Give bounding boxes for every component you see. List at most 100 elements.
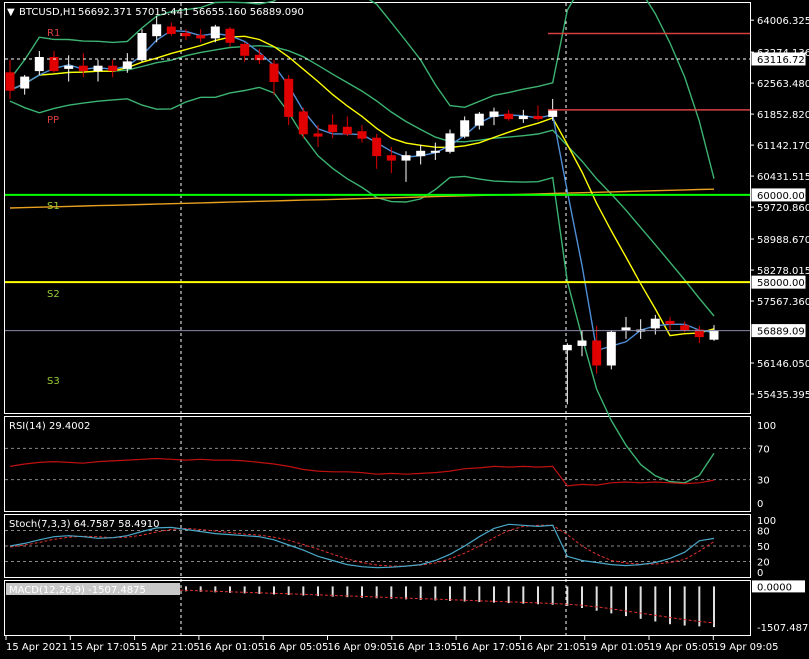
- stoch-tick-label: 50: [757, 542, 770, 553]
- price-tick-label: 55435.395: [757, 390, 809, 401]
- candle-body: [152, 24, 162, 37]
- candle-body: [269, 63, 279, 82]
- candle-body: [533, 115, 543, 120]
- price-tick-label: 58988.670: [757, 235, 809, 246]
- bollinger-upper-line: [9, 0, 715, 179]
- rsi-tick-label: 30: [757, 476, 770, 487]
- time-tick-label: 15 Apr 2021: [6, 642, 68, 653]
- candle-body: [328, 124, 338, 133]
- candle-body: [665, 320, 675, 325]
- chart-ohlc: 56692.371 57015.441 56655.160 56889.090: [78, 7, 304, 18]
- price-tag-label: 58000.000: [757, 278, 809, 289]
- candle-body: [592, 340, 602, 366]
- stoch-signal-line: [9, 524, 715, 567]
- candle-body: [166, 26, 176, 34]
- pivot-s1-label: S1: [47, 201, 60, 212]
- stoch-tick-label: 100: [757, 516, 776, 527]
- macd-tick-label: 0.0000: [757, 582, 792, 593]
- candle-body: [342, 126, 352, 135]
- candle-body: [694, 329, 704, 338]
- time-tick-label: 19 Apr 01:05: [585, 642, 650, 653]
- macd-tick-label: -1507.4875: [757, 623, 809, 634]
- candle-body: [34, 57, 44, 72]
- time-tick-label: 19 Apr 09:05: [713, 642, 778, 653]
- price-tag-box: [751, 275, 806, 289]
- stoch-tick-label: 0: [757, 568, 763, 579]
- rsi-pane-frame: [4, 416, 751, 512]
- price-tick-label: 60431.515: [757, 172, 809, 183]
- candle-body: [64, 65, 74, 69]
- macd-zero-tag: [752, 580, 805, 593]
- candle-body: [562, 344, 572, 351]
- price-tick-label: 58278.015: [757, 266, 809, 277]
- stoch-tick-label: 80: [757, 527, 770, 538]
- ma200-line: [9, 188, 715, 209]
- candle-body: [386, 155, 396, 161]
- candle-body: [548, 109, 558, 117]
- time-tick-label: 19 Apr 05:05: [649, 642, 714, 653]
- candle-body: [49, 57, 59, 72]
- slow-ma-line: [9, 35, 715, 337]
- time-tick-label: 16 Apr 05:05: [263, 642, 328, 653]
- candle-body: [460, 120, 470, 137]
- time-tick-label: 16 Apr 17:05: [456, 642, 521, 653]
- candle-body: [621, 327, 631, 331]
- candle-body: [5, 72, 15, 91]
- price-tick-label: 62563.480: [757, 79, 809, 90]
- candle-body: [401, 155, 411, 161]
- candle-body: [577, 340, 587, 346]
- rsi-tick-label: 70: [757, 444, 770, 455]
- candle-body: [709, 330, 719, 340]
- price-tick-label: 56146.050: [757, 359, 809, 370]
- time-tick-label: 16 Apr 13:05: [392, 642, 457, 653]
- candle-body: [680, 325, 690, 331]
- time-tick-label: 16 Apr 21:05: [520, 642, 585, 653]
- chart-header-arrow[interactable]: ▼: [7, 7, 15, 18]
- candle-body: [284, 78, 294, 117]
- candle-body: [445, 133, 455, 152]
- price-pane-frame: [4, 2, 751, 414]
- price-tag-box: [751, 52, 806, 66]
- pivot-s2-label: S2: [47, 289, 60, 300]
- price-tick-label: 61852.820: [757, 110, 809, 121]
- time-tick-label: 16 Apr 09:05: [328, 642, 393, 653]
- stoch-pane-frame: [4, 514, 751, 578]
- time-tick-label: 16 Apr 01:05: [199, 642, 264, 653]
- rsi-line: [9, 457, 715, 487]
- candle-body: [474, 113, 484, 126]
- candle-body: [181, 33, 191, 37]
- candle-body: [518, 115, 528, 120]
- candle-body: [122, 61, 132, 69]
- candle-body: [504, 113, 514, 120]
- candle-body: [650, 318, 660, 329]
- time-tick-label: 15 Apr 21:05: [135, 642, 200, 653]
- candle-body: [416, 150, 426, 157]
- macd-title: MACD(12,26,9) -1507.4875: [9, 585, 146, 596]
- price-tag-box: [751, 188, 806, 202]
- price-tag-label: 60000.000: [757, 191, 809, 202]
- pivot-pp-label: PP: [47, 115, 59, 126]
- macd-title-bg: [6, 583, 180, 595]
- candle-body: [196, 35, 206, 39]
- candle-body: [254, 54, 264, 61]
- pivot-r1-label: R1: [47, 28, 60, 39]
- candle-body: [225, 28, 235, 43]
- candle-body: [298, 111, 308, 135]
- stoch-tick-label: 20: [757, 558, 770, 569]
- candle-body: [108, 65, 118, 72]
- price-tag-box: [751, 324, 806, 338]
- price-tag-label: 63116.723: [757, 55, 809, 66]
- candle-body: [78, 65, 88, 72]
- time-tick-label: 15 Apr 17:05: [70, 642, 135, 653]
- pivot-s3-label: S3: [47, 376, 60, 387]
- bollinger-lower-line: [9, 86, 715, 484]
- price-tick-label: 57567.360: [757, 297, 809, 308]
- rsi-tick-label: 100: [757, 421, 776, 432]
- candle-body: [372, 137, 382, 157]
- price-tag-label: 56889.090: [757, 327, 809, 338]
- candle-body: [489, 111, 499, 117]
- macd-pane-frame: [4, 580, 751, 636]
- candle-body: [240, 43, 250, 56]
- stoch-main-line: [9, 523, 715, 569]
